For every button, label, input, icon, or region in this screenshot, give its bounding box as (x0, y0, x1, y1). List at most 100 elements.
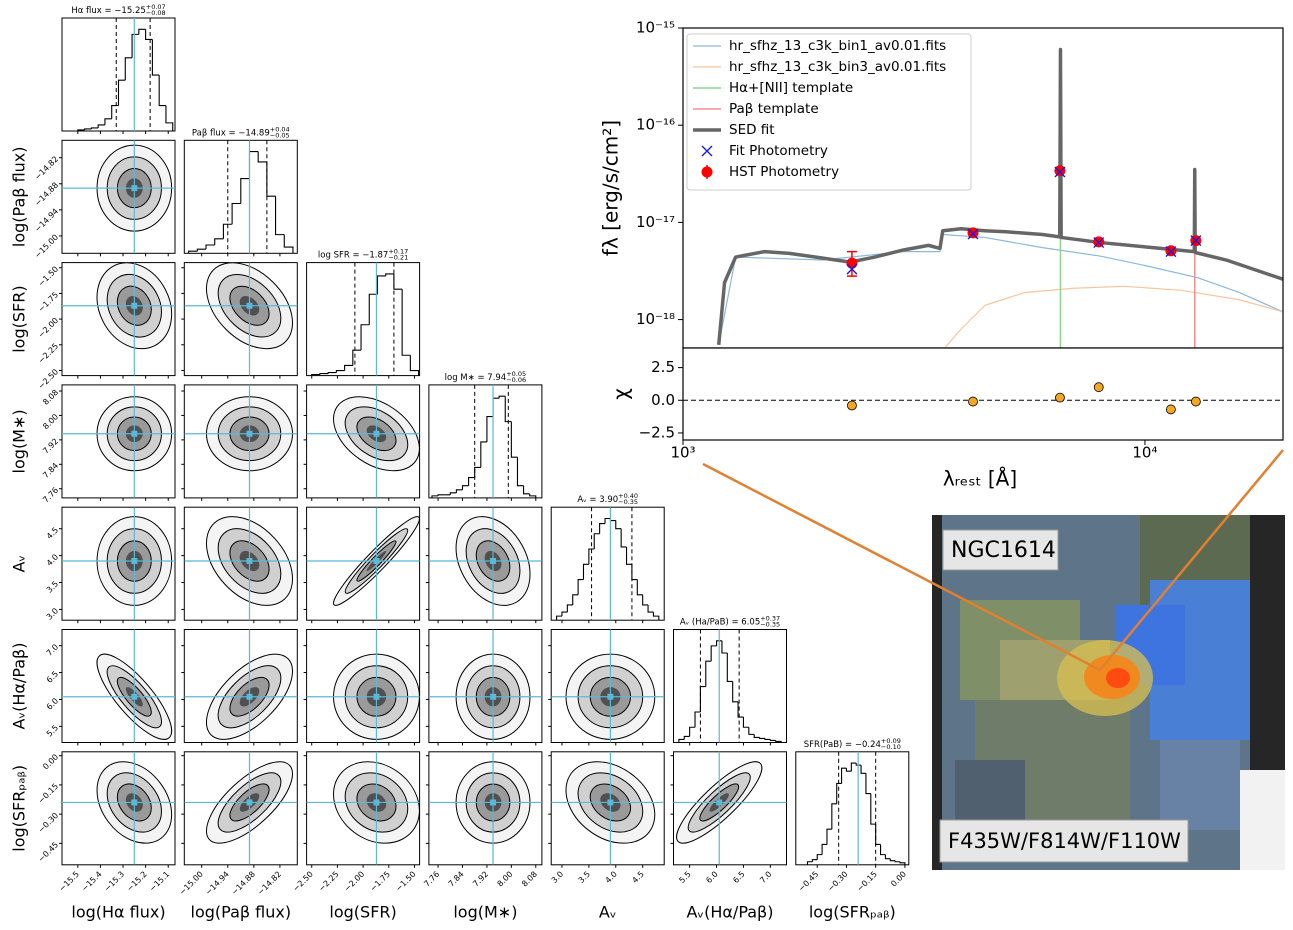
histogram-bin (625, 546, 632, 565)
data-point (846, 263, 858, 275)
x-axis-label: λᵣₑₛₜ [Å] (943, 467, 1017, 491)
x-tick-label: −15.4 (80, 870, 104, 894)
y-tick-label: 7.0 (45, 642, 60, 657)
x-tick-label: −14.94 (204, 870, 231, 897)
y-tick-label: −1.75 (36, 290, 60, 314)
data-point (847, 400, 857, 411)
y-tick-label: −0.15 (36, 782, 60, 806)
x-tick-label: −2.00 (343, 870, 367, 894)
image-region (955, 760, 1025, 820)
y-tick-label: 2.5 (651, 358, 675, 376)
data-point (846, 257, 858, 269)
median-point (131, 185, 138, 192)
median-point (131, 693, 138, 700)
y-tick-label: −2.50 (36, 367, 60, 391)
y-tick-label: 6.5 (45, 669, 60, 684)
x-tick-label: 7.76 (422, 870, 441, 889)
title-err-low: −0.35 (760, 621, 780, 629)
contour-panel (306, 384, 420, 498)
x-tick-label: −1.75 (368, 870, 392, 894)
y-tick-label: −0.45 (36, 840, 60, 864)
data-point (1165, 246, 1177, 258)
median-point (246, 302, 253, 309)
x-tick-label: 6.0 (704, 870, 719, 885)
y-tick-label: 6.0 (45, 696, 60, 711)
x-tick-label: 4.5 (630, 870, 645, 885)
x-axis-label: log(SFR) (329, 903, 396, 922)
y-axis-label: fλ [erg/s/cm²] (599, 120, 623, 256)
histogram-bin (705, 660, 712, 687)
histogram-bin (214, 238, 224, 245)
title-err-low: −0.10 (881, 743, 901, 751)
legend-swatch (701, 166, 713, 178)
histogram-bin (841, 767, 847, 784)
title-value: log SFR = −1.87 (318, 250, 388, 260)
y-tick-label: 10⁻¹⁸ (636, 310, 675, 328)
median-point (246, 693, 253, 700)
x-tick-label: 10⁴ (1132, 444, 1157, 462)
y-tick-label: 7.84 (41, 461, 60, 480)
histogram-bin (826, 828, 832, 845)
x-tick-label: 10³ (670, 444, 695, 462)
histogram-bin (455, 489, 463, 493)
histogram-bin (205, 244, 215, 250)
panel-frame (795, 751, 910, 866)
contour-panel (428, 507, 542, 621)
title-err-low: −0.21 (388, 254, 408, 262)
x-tick-label: −15.00 (178, 870, 205, 897)
histogram-bin (222, 223, 233, 239)
title-value: Paβ flux = −14.89 (192, 128, 270, 138)
histogram-bin (836, 782, 842, 804)
y-tick-label: 7.76 (41, 486, 60, 505)
histogram-bin (865, 773, 871, 795)
data-point (1190, 396, 1201, 407)
histogram-bin (737, 701, 744, 718)
y-axis-label: χ (609, 388, 633, 400)
histogram-bin (593, 533, 600, 550)
histogram-bin (850, 762, 857, 772)
panel-frame (550, 506, 665, 621)
histogram-bin (480, 441, 487, 468)
x-tick-label: 7.0 (758, 870, 773, 885)
histogram-bin (710, 645, 717, 662)
x-tick-label: 3.5 (577, 870, 592, 885)
histogram-bin (769, 739, 776, 742)
y-axis-label: log(Paβ flux) (10, 147, 29, 248)
title-value: Hα flux = −15.25 (71, 6, 145, 16)
y-tick-label: 7.92 (41, 437, 60, 456)
x-axis-label: Aᵥ(Hα/Paβ) (686, 903, 773, 922)
data-point (1165, 404, 1176, 415)
galaxy-image: NGC1614 F435W/F814W/F110W (932, 515, 1285, 870)
y-axis-label: Aᵥ (10, 555, 29, 573)
title-value: SFR(PaB) = −0.24 (804, 739, 881, 749)
title-value: Aᵥ (Ha/PaB) = 6.05 (680, 617, 760, 627)
y-tick-label: −14.94 (33, 207, 60, 234)
contour-panel (62, 384, 175, 498)
plot-area (683, 348, 1283, 440)
contour-panel (62, 629, 175, 743)
median-point (373, 693, 380, 700)
x-tick-label: −15.1 (148, 870, 172, 894)
data-point (968, 396, 978, 407)
median-point (131, 430, 138, 437)
x-tick-label: −14.82 (256, 870, 283, 897)
histogram-bin (604, 517, 611, 524)
contour-panel (184, 384, 298, 498)
histogram-bin (231, 202, 241, 225)
series-line (718, 233, 1283, 345)
title-err-up: +0.40 (618, 492, 638, 500)
histogram-bin (376, 275, 386, 295)
histogram-bin (283, 234, 294, 254)
data-point (1093, 237, 1105, 249)
plot-content (683, 382, 1283, 415)
y-tick-label: 10⁻¹⁷ (636, 213, 675, 231)
histogram-bin (97, 124, 105, 128)
panel-title: log SFR = −1.87+0.17 −0.21 (318, 248, 408, 262)
median-point (490, 693, 497, 700)
data-point (1054, 166, 1066, 178)
histogram-bin (894, 860, 901, 863)
contour-panel (306, 751, 420, 865)
histogram (806, 762, 906, 865)
contour-panel (306, 507, 420, 621)
